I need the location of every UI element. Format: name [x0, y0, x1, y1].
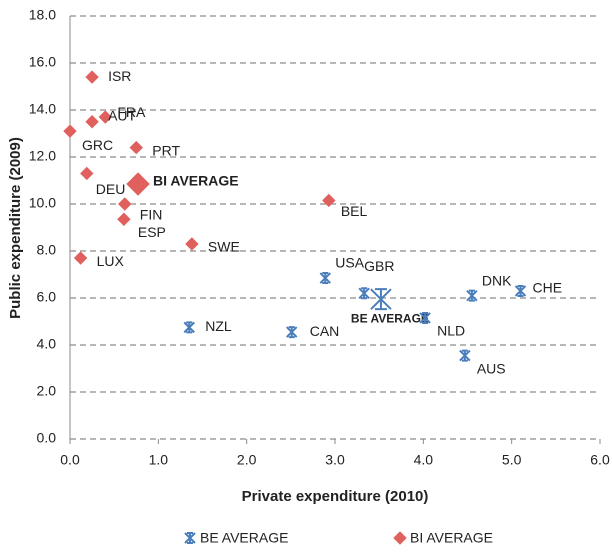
y-tick-label: 6.0	[37, 289, 57, 305]
x-tick-label: 5.0	[502, 452, 522, 468]
star-marker	[419, 311, 431, 324]
point-label: AUS	[477, 360, 506, 376]
y-tick-label: 16.0	[29, 54, 56, 70]
diamond-marker	[80, 166, 94, 181]
diamond-marker	[185, 237, 199, 251]
x-tick-label: 1.0	[149, 452, 169, 468]
point-label: ISR	[108, 68, 131, 84]
star-marker	[466, 289, 478, 302]
star-marker	[358, 287, 370, 300]
y-tick-label: 14.0	[29, 101, 56, 117]
legend-label: BE AVERAGE	[200, 530, 288, 546]
x-tick-label: 2.0	[237, 452, 257, 468]
y-tick-label: 8.0	[37, 242, 57, 258]
star-marker	[319, 272, 331, 285]
point-label: GRC	[82, 137, 113, 153]
legend-label: BI AVERAGE	[410, 530, 493, 546]
y-tick-label: 12.0	[29, 148, 56, 164]
y-tick-label: 18.0	[29, 7, 56, 23]
point-label: CAN	[310, 323, 340, 339]
point-label: NLD	[437, 323, 465, 339]
y-axis-label: Public expenditure (2009)	[7, 137, 24, 319]
point-label: ESP	[138, 224, 166, 240]
diamond-marker	[63, 124, 77, 138]
point-label: SWE	[208, 239, 240, 255]
point-label: NZL	[205, 318, 232, 334]
star-marker	[286, 326, 298, 339]
point-label: PRT	[152, 142, 180, 158]
y-tick-label: 10.0	[29, 195, 56, 211]
point-label: DNK	[482, 272, 512, 288]
point-label: FRA	[117, 104, 146, 120]
point-label: AUT	[108, 107, 136, 123]
diamond-marker	[117, 212, 131, 226]
star-marker	[184, 532, 196, 544]
y-tick-label: 0.0	[37, 430, 57, 446]
diamond-marker	[129, 140, 143, 155]
point-label: USA	[335, 255, 364, 271]
y-tick-label: 4.0	[37, 336, 57, 352]
point-label: BI AVERAGE	[153, 173, 239, 189]
diamond-marker	[85, 70, 99, 84]
point-label: BEL	[341, 203, 368, 219]
diamond-marker	[73, 251, 88, 265]
star-marker	[370, 288, 392, 311]
star-marker	[459, 349, 471, 362]
diamond-marker	[85, 115, 99, 129]
diamond-marker	[393, 531, 407, 545]
x-tick-label: 0.0	[60, 452, 80, 468]
point-label: BE AVERAGE	[351, 311, 429, 325]
x-tick-label: 4.0	[414, 452, 434, 468]
point-label: GBR	[364, 258, 394, 274]
diamond-marker	[98, 110, 113, 124]
diamond-marker	[126, 172, 150, 196]
x-tick-label: 6.0	[590, 452, 610, 468]
y-tick-label: 2.0	[37, 383, 57, 399]
x-axis-label: Private expenditure (2010)	[242, 488, 429, 505]
point-label: LUX	[97, 253, 125, 269]
star-marker	[183, 321, 195, 334]
diamond-marker	[118, 197, 132, 211]
star-marker	[514, 284, 527, 297]
diamond-marker	[322, 193, 336, 208]
point-label: CHE	[533, 280, 563, 296]
point-label: FIN	[140, 207, 163, 223]
x-tick-label: 3.0	[325, 452, 345, 468]
point-label: DEU	[96, 181, 126, 197]
